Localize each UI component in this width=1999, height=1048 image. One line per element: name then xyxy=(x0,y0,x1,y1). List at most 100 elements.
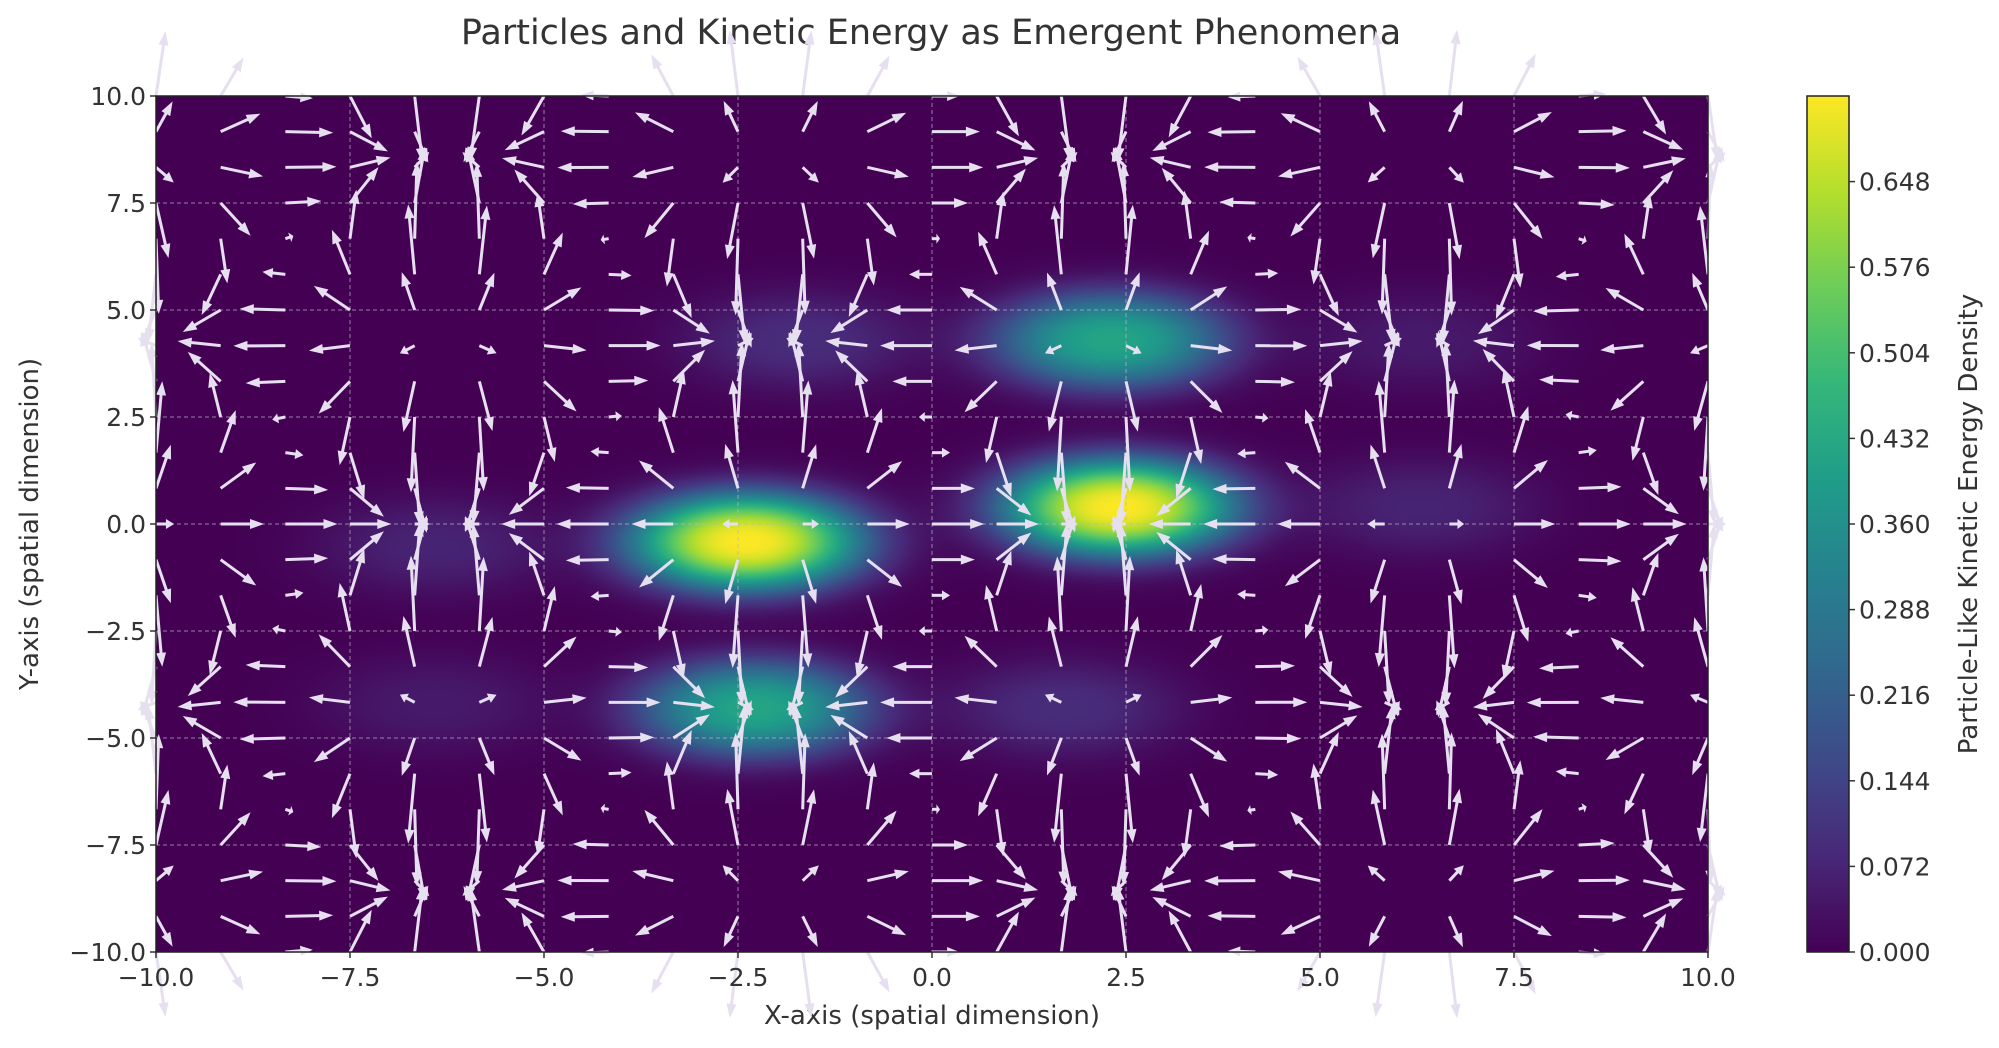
arrow-shaft xyxy=(530,560,546,596)
arrow-shaft xyxy=(1059,95,1071,153)
arrow-shaft xyxy=(349,536,378,561)
arrow-shaft xyxy=(1512,815,1538,846)
quiver-arrow xyxy=(964,380,998,413)
arrow-shaft xyxy=(1319,719,1350,740)
quiver-arrow xyxy=(411,809,422,887)
arrow-head xyxy=(232,57,244,73)
arrow-head xyxy=(528,481,539,497)
quiver-arrow xyxy=(1447,29,1461,97)
arrow-head xyxy=(639,460,654,474)
arrow-head xyxy=(1446,301,1457,316)
quiver-arrow xyxy=(1539,375,1579,386)
arrow-shaft xyxy=(1485,718,1515,740)
arrow-head xyxy=(807,932,818,947)
arrow-head xyxy=(1050,828,1061,843)
arrow-shaft xyxy=(1513,558,1542,583)
arrow-head xyxy=(1217,694,1233,705)
quiver-arrow xyxy=(1297,56,1322,97)
arrow-head xyxy=(147,690,158,705)
arrow-head xyxy=(1129,616,1140,632)
arrow-head xyxy=(1612,125,1627,136)
arrow-shaft xyxy=(340,592,352,632)
quiver-arrow xyxy=(1181,809,1193,858)
arrow-head xyxy=(1630,446,1641,461)
arrow-head xyxy=(1023,882,1039,892)
quiver-arrow xyxy=(825,700,868,711)
arrow-head xyxy=(1524,979,1536,995)
arrow-shaft xyxy=(1706,95,1718,152)
arrow-shaft xyxy=(731,389,740,453)
arrow-head xyxy=(895,519,910,529)
arrow-shaft xyxy=(348,917,369,953)
arrow-head xyxy=(1671,881,1686,892)
quiver-arrow xyxy=(348,909,372,953)
arrow-head xyxy=(1002,550,1012,566)
quiver-arrow xyxy=(1513,165,1555,179)
arrow-shaft xyxy=(1184,809,1193,848)
quiver-arrow xyxy=(1148,519,1191,529)
quiver-arrow xyxy=(1446,238,1457,316)
arrow-head xyxy=(477,476,488,492)
arrow-head xyxy=(1367,865,1379,877)
arrow-shaft xyxy=(1122,171,1128,239)
arrow-head xyxy=(1370,789,1381,805)
arrow-shaft xyxy=(996,900,1028,918)
arrow-shaft xyxy=(249,736,286,741)
arrow-head xyxy=(572,343,587,354)
arrow-shaft xyxy=(797,630,805,696)
arrow-head xyxy=(1024,519,1039,529)
quiver-arrow xyxy=(1600,694,1644,705)
arrow-head xyxy=(1615,875,1630,886)
arrow-shaft xyxy=(413,171,419,239)
arrow-shaft xyxy=(154,390,163,453)
quiver-arrow xyxy=(1319,308,1358,333)
arrow-shaft xyxy=(996,879,1029,890)
arrow-head xyxy=(572,198,587,209)
arrow-shaft xyxy=(1447,742,1453,810)
arrow-head xyxy=(1533,732,1548,743)
quiver-arrow xyxy=(508,487,545,515)
arrow-head xyxy=(681,303,692,319)
quiver-arrow xyxy=(932,804,941,815)
quiver-arrow xyxy=(1277,519,1320,529)
quiver-arrow xyxy=(1124,737,1140,776)
quiver-arrow xyxy=(1643,156,1686,169)
arrow-shaft xyxy=(1160,900,1192,918)
quiver-arrow xyxy=(285,449,304,460)
quiver-arrow xyxy=(1046,737,1063,776)
arrow-head xyxy=(806,789,817,805)
quiver-arrow xyxy=(1578,446,1597,457)
arrow-head xyxy=(161,931,173,947)
quiver-arrow xyxy=(1190,694,1233,705)
arrow-head xyxy=(1338,683,1353,697)
arrow-head xyxy=(486,693,497,703)
arrow-shaft xyxy=(672,355,700,383)
quiver-arrow xyxy=(1512,760,1524,810)
quiver-arrow xyxy=(348,809,360,859)
arrow-head xyxy=(1017,532,1032,546)
arrow-head xyxy=(1446,732,1457,747)
quiver-arrow xyxy=(1370,789,1387,846)
arrow-head xyxy=(417,886,428,902)
quiver-arrow xyxy=(348,167,379,204)
arrow-shaft xyxy=(1627,241,1645,275)
arrow-shaft xyxy=(220,914,253,932)
quiver-arrow xyxy=(835,665,869,698)
arrow-head xyxy=(1047,616,1058,632)
arrow-shaft xyxy=(995,809,1004,847)
quiver-arrow xyxy=(406,416,417,493)
quiver-arrow xyxy=(208,630,223,675)
arrow-head xyxy=(165,519,175,529)
quiver-arrow xyxy=(1513,111,1552,133)
arrow-shaft xyxy=(515,537,545,561)
y-tick-label: 7.5 xyxy=(106,189,146,218)
quiver-arrow xyxy=(1204,875,1256,886)
quiver-arrow xyxy=(1161,167,1192,204)
arrow-head xyxy=(722,519,730,529)
arrow-shaft xyxy=(542,773,561,808)
arrow-head xyxy=(1020,139,1036,151)
arrow-shaft xyxy=(1482,700,1515,708)
quiver-arrow xyxy=(220,519,264,529)
arrow-head xyxy=(331,229,342,245)
arrow-head xyxy=(521,120,533,136)
